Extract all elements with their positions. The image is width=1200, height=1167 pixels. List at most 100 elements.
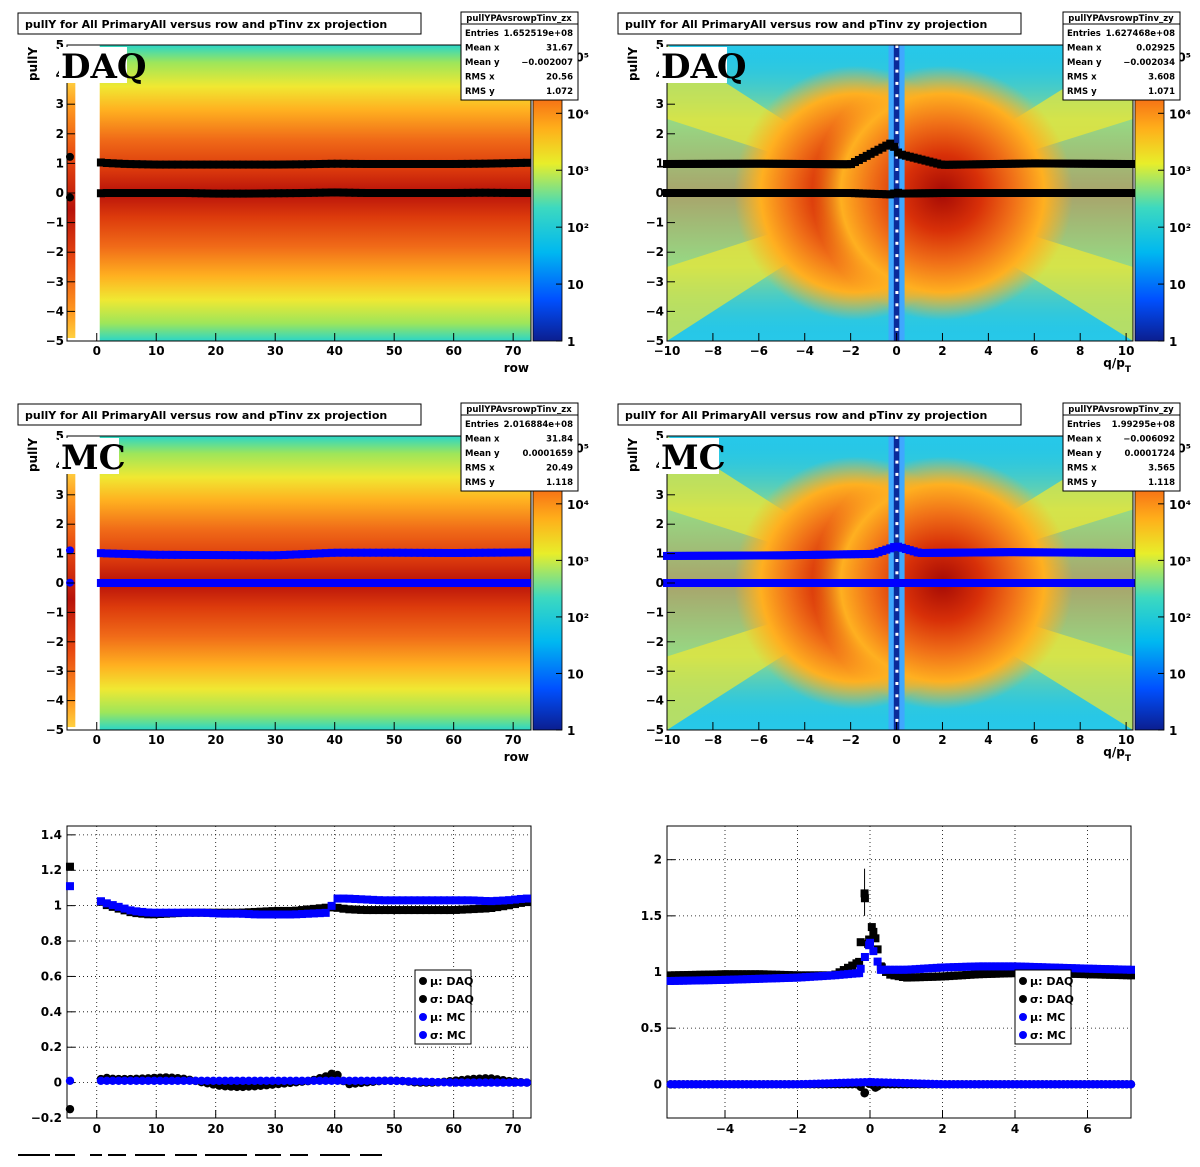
profile-point	[132, 579, 141, 587]
profile-point	[487, 159, 496, 168]
data-point	[132, 907, 141, 916]
color-tick-label: 10²	[1169, 221, 1191, 235]
profile-point	[167, 550, 176, 559]
data-point	[286, 1076, 295, 1086]
profile-point	[357, 579, 366, 587]
profile-point	[102, 189, 111, 197]
stats-key: RMS y	[1067, 87, 1097, 97]
data-point	[797, 973, 806, 982]
data-point	[974, 970, 983, 979]
data-point	[499, 902, 508, 911]
profile-point	[475, 188, 484, 197]
x-tick-label: 10	[148, 733, 165, 747]
profile-point	[333, 548, 342, 557]
profile-point	[215, 160, 224, 169]
data-point	[920, 973, 929, 982]
data-point	[962, 962, 971, 971]
x-tick-label: 0	[892, 344, 900, 358]
color-tick-label: 10	[1169, 278, 1186, 292]
stats-box: pullYPAvsrowpTinv_zy Entries 1.627468e+08 M…	[1062, 11, 1181, 101]
profile-point	[327, 159, 336, 168]
y-tick-label: −4	[646, 694, 664, 708]
data-point	[953, 963, 962, 972]
data-point	[451, 905, 460, 914]
profile-point	[144, 579, 153, 587]
profile-point	[286, 579, 295, 587]
data-point	[953, 971, 962, 980]
data-point	[504, 1078, 514, 1087]
data-point	[1038, 963, 1047, 972]
y-tick-label: −4	[646, 304, 664, 318]
x-tick-label: −4	[716, 1122, 734, 1136]
profile-point	[126, 550, 135, 559]
profile-point	[481, 159, 490, 168]
x-tick-label: 60	[445, 1122, 462, 1136]
empty-bin	[895, 497, 899, 501]
profile-point	[493, 159, 502, 168]
x-tick-label: −4	[796, 733, 814, 747]
caption-fragment	[175, 1154, 197, 1156]
data-point	[345, 894, 354, 903]
y-tick-label: −4	[46, 304, 64, 318]
data-point	[708, 970, 717, 979]
data-point	[511, 900, 520, 909]
data-point	[481, 904, 490, 913]
stats-box: pullYPAvsrowpTinv_zx Entries 1.652519e+08 M…	[460, 11, 579, 101]
y-tick-label: 0.2	[41, 1040, 62, 1054]
profile-sigma	[663, 139, 1137, 169]
series-4	[666, 938, 1135, 985]
title-box: pullY for All PrimaryAll versus row and …	[17, 12, 422, 35]
data-point	[855, 957, 864, 966]
data-point	[469, 896, 478, 905]
data-point	[191, 1076, 200, 1086]
profile-point	[516, 548, 525, 557]
profile-point	[167, 189, 176, 197]
profile-point	[339, 188, 348, 197]
caption-fragment	[135, 1154, 165, 1156]
data-point	[751, 970, 760, 979]
profile-point	[345, 579, 354, 587]
data-point	[363, 895, 372, 904]
data-point	[962, 971, 971, 980]
profile-point	[161, 579, 170, 587]
y-tick-label: 1.5	[641, 909, 662, 923]
profile-point	[398, 189, 407, 197]
x-tick-label: 50	[386, 733, 403, 747]
data-point	[827, 971, 836, 980]
data-point	[755, 970, 764, 979]
data-point	[221, 909, 230, 918]
profile-point	[505, 159, 514, 168]
profile-point	[221, 551, 230, 560]
data-point	[717, 970, 726, 979]
empty-bin	[895, 608, 899, 612]
stats-name: pullYPAvsrowpTinv_zx	[466, 14, 572, 24]
data-point	[979, 970, 988, 979]
stats-value: 1.071	[1148, 87, 1175, 97]
data-point	[96, 897, 105, 906]
profile-point	[209, 579, 218, 587]
profile-point	[457, 159, 466, 168]
data-point	[1017, 962, 1026, 971]
profile-point	[505, 548, 514, 557]
x-tick-label: −8	[704, 344, 722, 358]
data-point	[516, 894, 525, 903]
x-tick-label: −10	[654, 344, 681, 358]
profile-point	[132, 160, 141, 169]
data-point	[856, 964, 865, 973]
profile-point	[339, 548, 348, 557]
profile-point	[215, 551, 224, 560]
profile-point	[386, 159, 395, 168]
stats-key: Entries	[1067, 29, 1101, 39]
data-point	[445, 1078, 455, 1087]
empty-bin	[895, 645, 899, 649]
profile-point	[250, 551, 259, 560]
data-point	[865, 1077, 875, 1087]
profile-point	[315, 549, 324, 558]
data-point	[209, 1076, 218, 1086]
profile-point	[298, 189, 307, 198]
profile-point	[374, 189, 383, 197]
data-point	[666, 971, 675, 980]
profile-point	[369, 548, 378, 557]
profile-point	[493, 548, 502, 557]
color-tick-label: 10⁴	[567, 107, 589, 121]
